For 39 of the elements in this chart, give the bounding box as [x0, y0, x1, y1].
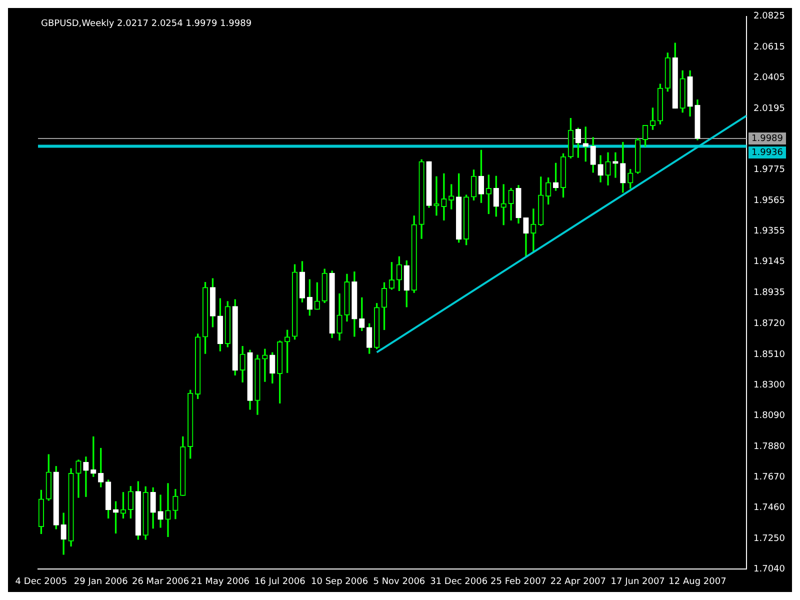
- x-tick-label: 22 Apr 2007: [550, 576, 606, 587]
- x-tick-label: 29 Jan 2006: [74, 576, 128, 587]
- x-tick-label: 12 Aug 2007: [668, 576, 726, 587]
- x-tick-label: 10 Sep 2006: [310, 576, 368, 587]
- chart-title: GBPUSD,Weekly 2.0217 2.0254 1.9979 1.9989: [41, 19, 252, 30]
- y-tick-label: 1.9775: [754, 165, 786, 176]
- y-tick-label: 1.8720: [754, 319, 786, 330]
- x-tick-label: 25 Feb 2007: [490, 576, 547, 587]
- y-tick-label: 2.0405: [754, 73, 786, 84]
- y-tick-label: 2.0825: [754, 12, 786, 22]
- candlestick: [612, 152, 618, 178]
- y-tick-label: 1.7460: [754, 503, 786, 514]
- ref-line-label: 1.9989: [752, 134, 784, 144]
- y-tick-label: 2.0195: [754, 104, 786, 114]
- ref-line-label: 1.9936: [752, 148, 784, 158]
- y-tick-label: 1.9145: [754, 257, 786, 268]
- candlestick: [83, 456, 89, 497]
- y-tick-label: 1.9355: [754, 226, 786, 236]
- x-tick-label: 16 Jul 2006: [254, 576, 306, 587]
- candlestick: [165, 483, 171, 537]
- y-tick-label: 1.7670: [754, 472, 786, 483]
- y-tick-label: 1.7250: [754, 534, 786, 544]
- x-tick-label: 5 Nov 2006: [373, 576, 426, 587]
- y-tick-label: 1.8510: [754, 350, 786, 360]
- x-tick-label: 4 Dec 2005: [15, 576, 68, 587]
- x-tick-label: 21 May 2006: [190, 576, 250, 587]
- x-tick-label: 26 Mar 2006: [132, 576, 190, 587]
- y-tick-label: 1.8935: [754, 288, 786, 298]
- candlestick: [441, 173, 447, 220]
- x-tick-label: 17 Jun 2007: [610, 576, 665, 587]
- y-tick-label: 1.7040: [754, 564, 786, 575]
- y-tick-label: 2.0615: [754, 42, 786, 52]
- y-tick-label: 1.9565: [754, 196, 786, 206]
- x-tick-label: 31 Dec 2006: [430, 576, 488, 587]
- y-tick-label: 1.8300: [754, 380, 786, 391]
- candlestick: [158, 494, 164, 528]
- y-tick-label: 1.8090: [754, 411, 786, 422]
- y-tick-label: 1.7880: [754, 442, 786, 452]
- candlestick: [530, 208, 536, 252]
